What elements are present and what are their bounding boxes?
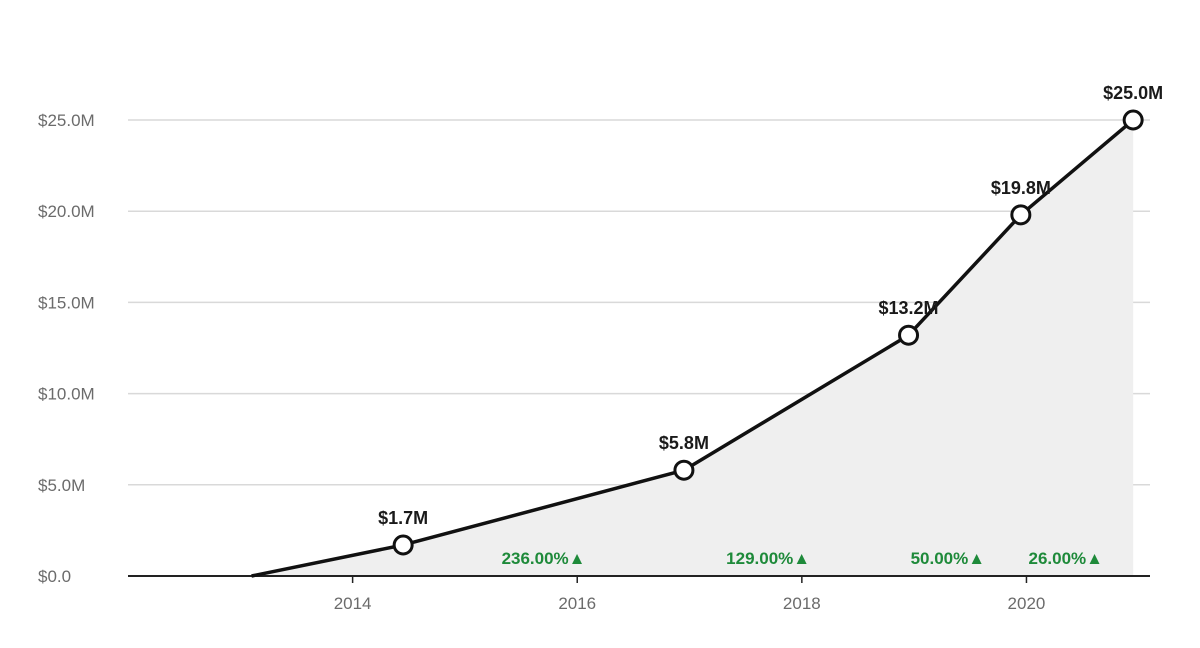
y-tick-label: $25.0M [38,111,95,130]
x-tick-label: 2016 [558,594,596,613]
data-point-label: $5.8M [659,433,709,453]
line-layer [251,118,1135,578]
y-tick-label: $20.0M [38,202,95,221]
x-tick-label: 2018 [783,594,821,613]
data-point-label: $19.8M [991,178,1051,198]
data-point [1122,109,1144,131]
series-line [251,118,1135,578]
axis-layer [128,575,1150,583]
growth-annotation: 129.00%▲ [726,549,810,568]
growth-annotation: 236.00%▲ [502,549,586,568]
data-point-label: $13.2M [879,298,939,318]
data-point-label: $1.7M [378,508,428,528]
x-tick-label: 2014 [334,594,372,613]
growth-annotation: 50.00%▲ [911,549,985,568]
data-point-label: $25.0M [1103,83,1163,103]
series-area-fill [251,120,1134,576]
data-point [1010,204,1032,226]
data-point [673,459,695,481]
y-tick-label: $10.0M [38,385,95,404]
y-tick-label: $5.0M [38,476,85,495]
x-tick-label: 2020 [1008,594,1046,613]
data-point [898,324,920,346]
y-tick-label: $0.0 [38,567,71,586]
growth-annotation: 26.00%▲ [1029,549,1103,568]
point-layer [392,109,1144,556]
data-point [392,534,414,556]
y-tick-label: $15.0M [38,293,95,312]
area-layer [251,120,1134,576]
label-layer: $0.0 $5.0M $10.0M $15.0M $20.0M $25.0M 2014 201… [38,83,1163,613]
